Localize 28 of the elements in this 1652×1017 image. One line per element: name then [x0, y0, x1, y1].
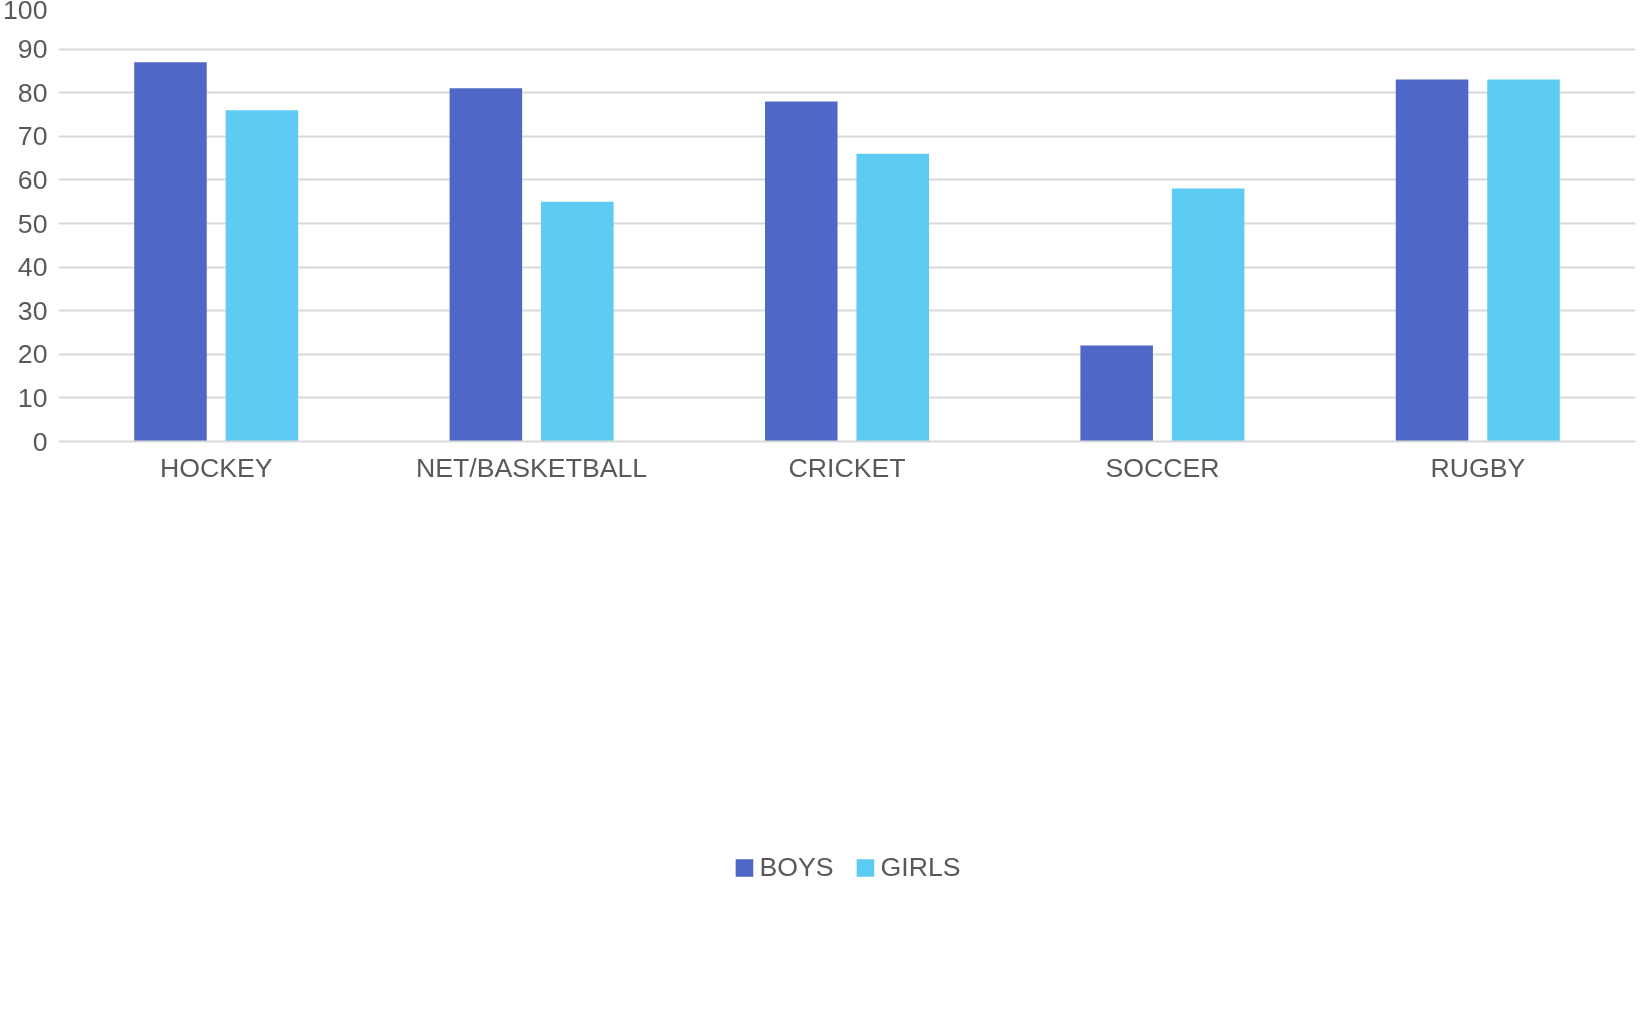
x-tick-label: NET/BASKETBALL [416, 452, 648, 483]
x-tick-label: RUGBY [1430, 452, 1526, 483]
bar [765, 101, 838, 442]
x-tick-label: HOCKEY [159, 452, 273, 483]
y-tick-label: 0 [32, 426, 48, 457]
y-tick-label: 30 [17, 295, 48, 326]
legend-label: BOYS [759, 851, 834, 883]
y-tick-label: 80 [17, 77, 48, 108]
x-tick-label: CRICKET [788, 452, 906, 483]
bar [856, 153, 929, 442]
bar [1395, 79, 1469, 442]
x-tick-label: SOCCER [1105, 452, 1220, 483]
y-tick-label: 90 [17, 34, 48, 65]
bar [449, 88, 523, 442]
bar [225, 110, 299, 442]
y-tick-label: 50 [17, 208, 48, 239]
y-tick-label: 40 [17, 252, 48, 283]
y-tick-label: 20 [17, 339, 48, 370]
legend-label: GIRLS [880, 851, 961, 883]
y-tick-label: 100 [3, 0, 48, 25]
bar [1080, 345, 1153, 442]
y-tick-label: 10 [17, 382, 48, 413]
bar [541, 201, 614, 442]
bar [1487, 79, 1560, 442]
y-tick-label: 70 [17, 121, 48, 152]
y-tick-label: 60 [17, 164, 48, 195]
bar [134, 62, 207, 442]
bar [1171, 188, 1245, 442]
